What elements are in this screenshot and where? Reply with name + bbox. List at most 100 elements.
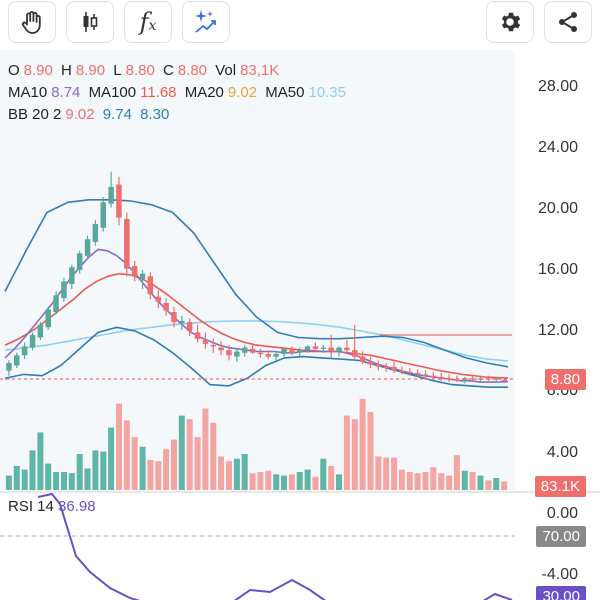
volume-bar (163, 449, 169, 490)
candle-body[interactable] (234, 352, 240, 357)
candle-body[interactable] (108, 187, 114, 204)
y-tick-24: 24.00 (538, 139, 578, 157)
hand-icon (19, 9, 45, 35)
candle-body[interactable] (383, 367, 389, 368)
hand-tool-button[interactable] (8, 1, 56, 43)
volume-bar (446, 476, 452, 490)
candle-body[interactable] (132, 266, 138, 276)
candle-body[interactable] (218, 348, 224, 351)
candle-body[interactable] (30, 335, 36, 348)
candle-body[interactable] (211, 345, 217, 346)
volume-bar (30, 450, 36, 490)
volume-bar (289, 474, 295, 490)
candle-body[interactable] (14, 355, 20, 365)
candle-body[interactable] (313, 346, 319, 349)
candle-body[interactable] (501, 380, 507, 381)
candle-body[interactable] (454, 380, 460, 381)
candle-body[interactable] (226, 350, 232, 355)
candle-body[interactable] (297, 350, 303, 353)
candle-body[interactable] (163, 303, 169, 311)
candle-body[interactable] (376, 364, 382, 367)
high-value: 8.90 (76, 62, 105, 79)
price-chart[interactable] (0, 50, 600, 600)
candle-body[interactable] (187, 322, 193, 331)
candle-body[interactable] (431, 376, 437, 377)
ai-analysis-button[interactable] (182, 1, 230, 43)
candle-body[interactable] (415, 373, 421, 374)
sparkle-chart-icon (192, 8, 220, 36)
candle-body[interactable] (203, 340, 209, 344)
candle-body[interactable] (344, 348, 350, 351)
candle-body[interactable] (85, 239, 91, 256)
rsi-tick-0: 0.00 (547, 505, 578, 523)
volume-bar (100, 452, 106, 490)
bb-label: BB 20 2 (8, 106, 61, 123)
rsi-line-end (478, 594, 512, 600)
indicators-button[interactable]: fx (124, 1, 172, 43)
candle-body[interactable] (61, 281, 66, 298)
y-tick-16: 16.00 (538, 261, 578, 279)
candle-body[interactable] (360, 357, 366, 362)
function-subscript: x (148, 18, 156, 34)
volume-bar (202, 408, 208, 490)
candle-body[interactable] (195, 332, 201, 338)
share-button[interactable] (544, 1, 592, 43)
candle-body[interactable] (179, 321, 185, 324)
ma20-label: MA20 (185, 84, 224, 101)
candle-body[interactable] (101, 202, 107, 228)
candle-body[interactable] (22, 346, 28, 355)
candle-body[interactable] (399, 371, 405, 372)
volume-bar (45, 464, 51, 490)
high-label: H (61, 62, 72, 79)
volume-bar (328, 466, 334, 490)
candle-body[interactable] (116, 185, 122, 218)
candle-body[interactable] (242, 348, 248, 353)
candle-body[interactable] (171, 312, 177, 322)
close-label: C (163, 62, 174, 79)
chart-area[interactable]: O 8.90 H 8.90 L 8.80 C 8.80 Vol 83,1K MA10 8.7… (0, 50, 600, 600)
candle-body[interactable] (391, 367, 397, 371)
candle-body[interactable] (258, 353, 264, 354)
rsi-70-tag: 70.00 (536, 526, 586, 547)
candle-body[interactable] (328, 348, 334, 352)
settings-button[interactable] (486, 1, 534, 43)
volume-bar (438, 473, 444, 490)
volume-bar (124, 420, 130, 490)
volume-bar (297, 472, 303, 490)
volume-bar (37, 432, 43, 490)
y-tick-28: 28.00 (538, 78, 578, 96)
candle-body[interactable] (53, 295, 59, 312)
candle-body[interactable] (336, 348, 342, 352)
candle-body[interactable] (281, 349, 287, 354)
candle-body[interactable] (124, 219, 130, 269)
volume-bar (116, 404, 122, 490)
candle-body[interactable] (407, 372, 413, 373)
volume-bar (485, 480, 491, 490)
candle-body[interactable] (77, 253, 83, 270)
candle-body[interactable] (289, 350, 295, 353)
candlestick-button[interactable] (66, 1, 114, 43)
candle-body[interactable] (46, 309, 52, 327)
open-label: O (8, 62, 20, 79)
candle-body[interactable] (38, 325, 44, 338)
candle-body[interactable] (93, 224, 99, 242)
candle-body[interactable] (438, 377, 444, 378)
candle-body[interactable] (423, 374, 429, 375)
candle-body[interactable] (6, 363, 12, 371)
candle-body[interactable] (140, 274, 146, 279)
candle-body[interactable] (266, 354, 272, 357)
volume-bar (155, 461, 161, 490)
candle-body[interactable] (148, 276, 154, 294)
volume-bar (218, 456, 224, 490)
candle-body[interactable] (69, 267, 75, 284)
candle-body[interactable] (305, 346, 311, 350)
bb-legend: BB 20 2 9.02 9.74 8.30 (8, 106, 173, 123)
candle-body[interactable] (250, 349, 256, 353)
candle-body[interactable] (321, 348, 327, 349)
candle-body[interactable] (368, 362, 374, 365)
ma-legend: MA10 8.74 MA100 11.68 MA20 9.02 MA50 10.35 (8, 84, 350, 101)
candle-body[interactable] (273, 354, 279, 357)
candle-body[interactable] (156, 297, 162, 302)
last-price-tag: 8.80 (545, 369, 586, 390)
candle-body[interactable] (352, 350, 358, 356)
